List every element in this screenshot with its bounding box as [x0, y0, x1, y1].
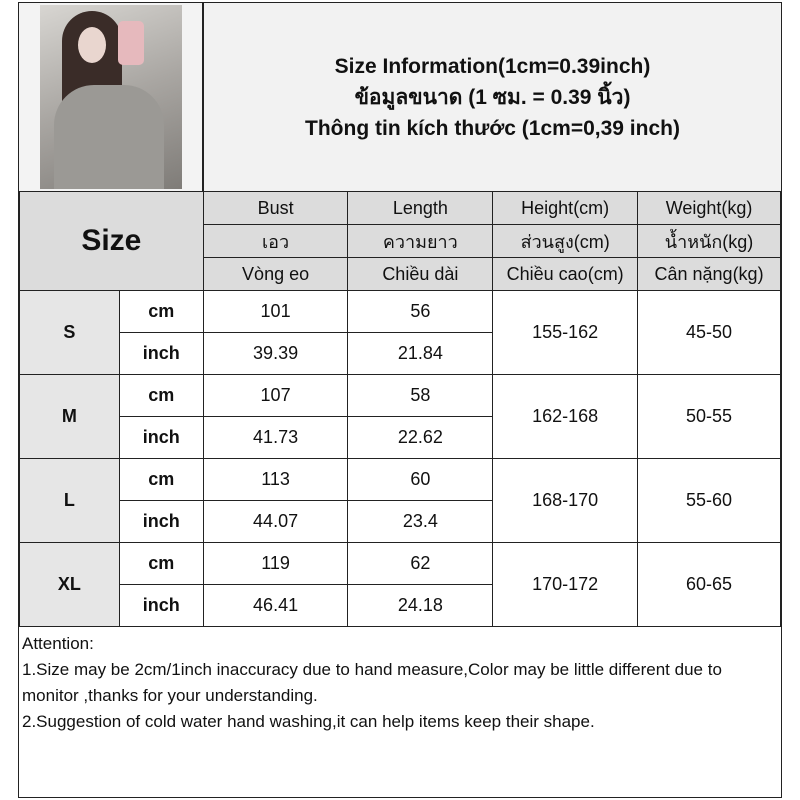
- weight-cell: 60-65: [637, 542, 781, 627]
- column-header: Chiều cao(cm): [492, 257, 639, 291]
- unit-cell: cm: [118, 374, 204, 417]
- size-header: Size: [19, 191, 204, 291]
- column-header: น้ำหนัก(kg): [637, 224, 781, 258]
- column-header: ส่วนสูง(cm): [492, 224, 639, 258]
- bust-cell: 107: [202, 374, 349, 417]
- unit-cell: inch: [118, 500, 204, 543]
- title-en: Size Information(1cm=0.39inch): [334, 54, 651, 78]
- size-table: Size Bust Length Height(cm) Weight(kg) เอว ควา…: [19, 191, 781, 627]
- height-cell: 162-168: [492, 374, 639, 459]
- attention-notes: Attention: 1.Size may be 2cm/1inch inacc…: [19, 627, 781, 739]
- size-cell: S: [19, 290, 120, 375]
- bust-cell: 101: [202, 290, 349, 333]
- unit-cell: inch: [118, 584, 204, 627]
- length-cell: 56: [347, 290, 494, 333]
- attention-note: 1.Size may be 2cm/1inch inaccuracy due t…: [22, 660, 722, 705]
- table-row: XL cm 119 62 170-172 60-65: [19, 542, 781, 627]
- column-header: Length: [347, 191, 494, 225]
- bust-cell: 41.73: [202, 416, 349, 459]
- title-th: ข้อมูลขนาด (1 ซม. = 0.39 นิ้ว): [354, 85, 631, 109]
- title-vi: Thông tin kích thước (1cm=0,39 inch): [305, 116, 680, 140]
- bust-cell: 113: [202, 458, 349, 501]
- table-row: inch 39.39 21.84: [20, 332, 781, 375]
- attention-heading: Attention:: [22, 634, 94, 653]
- size-info-title: Size Information(1cm=0.39inch) ข้อมูลขนา…: [204, 3, 781, 191]
- length-cell: 23.4: [347, 500, 494, 543]
- height-cell: 170-172: [492, 542, 639, 627]
- column-header: ความยาว: [347, 224, 494, 258]
- size-cell: XL: [19, 542, 120, 627]
- size-cell: L: [19, 458, 120, 543]
- length-cell: 24.18: [347, 584, 494, 627]
- length-cell: 62: [347, 542, 494, 585]
- length-cell: 21.84: [347, 332, 494, 375]
- weight-cell: 55-60: [637, 458, 781, 543]
- column-header: Bust: [202, 191, 349, 225]
- unit-cell: inch: [118, 416, 204, 459]
- unit-cell: inch: [118, 332, 204, 375]
- bust-cell: 44.07: [202, 500, 349, 543]
- unit-cell: cm: [118, 458, 204, 501]
- product-photo-cell: [19, 3, 204, 191]
- table-row: inch 44.07 23.4: [20, 500, 781, 543]
- size-chart: Size Information(1cm=0.39inch) ข้อมูลขนา…: [18, 2, 782, 798]
- column-header: Chiều dài: [347, 257, 494, 291]
- length-cell: 60: [347, 458, 494, 501]
- column-header: Vòng eo: [202, 257, 349, 291]
- length-cell: 22.62: [347, 416, 494, 459]
- unit-cell: cm: [118, 542, 204, 585]
- table-row: inch 41.73 22.62: [20, 416, 781, 459]
- bust-cell: 39.39: [202, 332, 349, 375]
- column-header: เอว: [202, 224, 349, 258]
- weight-cell: 50-55: [637, 374, 781, 459]
- header-area: Size Information(1cm=0.39inch) ข้อมูลขนา…: [19, 3, 781, 193]
- height-cell: 168-170: [492, 458, 639, 543]
- length-cell: 58: [347, 374, 494, 417]
- bust-cell: 119: [202, 542, 349, 585]
- attention-note: 2.Suggestion of cold water hand washing,…: [22, 712, 595, 731]
- bust-cell: 46.41: [202, 584, 349, 627]
- height-cell: 155-162: [492, 290, 639, 375]
- unit-cell: cm: [118, 290, 204, 333]
- size-cell: M: [19, 374, 120, 459]
- column-header: Height(cm): [492, 191, 639, 225]
- weight-cell: 45-50: [637, 290, 781, 375]
- column-header: Cân nặng(kg): [637, 257, 781, 291]
- product-photo: [40, 5, 182, 189]
- table-row: inch 46.41 24.18: [20, 584, 781, 627]
- column-header: Weight(kg): [637, 191, 781, 225]
